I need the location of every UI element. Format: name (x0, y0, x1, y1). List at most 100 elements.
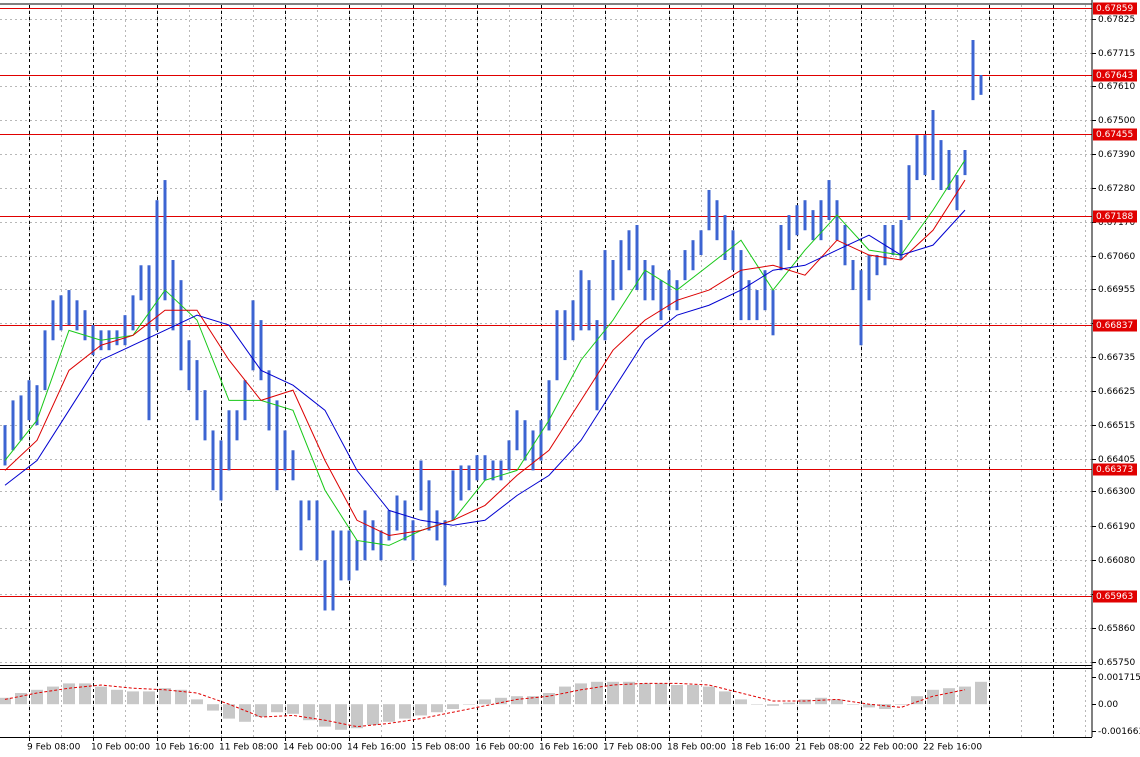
price-bar (187, 340, 191, 391)
y-tick-label: 0.67825 (1098, 15, 1135, 25)
price-bar (707, 189, 711, 231)
price-bar (867, 255, 871, 301)
price-bar (131, 295, 135, 331)
price-bar (779, 225, 783, 271)
price-bar (483, 455, 487, 481)
price-bar (531, 430, 535, 471)
osc-histogram (335, 704, 347, 730)
price-bar (611, 260, 615, 301)
price-bar (419, 460, 423, 511)
price-bar (947, 150, 951, 190)
price-bar (427, 480, 431, 531)
price-bar (811, 210, 815, 241)
price-bar (259, 320, 263, 381)
level-label: 0.67643 (1096, 71, 1133, 81)
osc-histogram (463, 704, 475, 705)
price-bar (795, 205, 799, 236)
price-bar (195, 360, 199, 421)
price-bar (251, 300, 255, 371)
x-tick-label: 14 Feb 16:00 (347, 743, 406, 753)
osc-histogram (767, 704, 779, 706)
price-bar (819, 200, 823, 241)
price-bar (59, 295, 63, 331)
price-bar (523, 420, 527, 461)
oscillator (0, 681, 987, 730)
osc-histogram (367, 704, 379, 725)
price-bar (859, 270, 863, 346)
osc-y-tick-label: -0.001663 (1098, 727, 1140, 737)
price-bar (699, 230, 703, 256)
osc-histogram (79, 683, 91, 705)
level-label: 0.67455 (1096, 130, 1133, 140)
level-label-box (1093, 463, 1137, 476)
osc-histogram (879, 704, 891, 709)
x-tick-label: 21 Feb 08:00 (795, 743, 854, 753)
price-bar (891, 225, 895, 256)
frame (0, 0, 1093, 738)
osc-histogram (207, 704, 219, 711)
price-bar (843, 225, 847, 266)
price-bar (971, 40, 975, 101)
osc-histogram (783, 702, 795, 705)
price-bar (835, 200, 839, 241)
osc-y-tick-label: 0.00 (1098, 700, 1118, 710)
x-tick-label: 16 Feb 00:00 (475, 743, 534, 753)
price-bar (803, 200, 807, 231)
price-bar (91, 325, 95, 356)
price-bar (451, 470, 455, 521)
osc-histogram (863, 704, 875, 708)
y-tick-label: 0.67280 (1098, 184, 1135, 194)
osc-histogram (559, 686, 571, 705)
osc-histogram (847, 704, 859, 705)
price-bar (347, 530, 351, 581)
osc-histogram (191, 699, 203, 705)
x-tick-label: 18 Feb 16:00 (731, 743, 790, 753)
price-bar (979, 75, 983, 95)
moving-average (4, 159, 966, 546)
price-bar (291, 450, 295, 481)
osc-histogram (543, 693, 555, 705)
price-bar (219, 440, 223, 501)
price-bar (355, 540, 359, 571)
price-bar (563, 310, 567, 361)
price-bar (235, 410, 239, 441)
osc-histogram (751, 704, 763, 705)
osc-histogram (639, 683, 651, 705)
price-bar (747, 280, 751, 321)
price-bar (491, 460, 495, 481)
osc-histogram (927, 689, 939, 705)
price-bar (851, 260, 855, 291)
y-tick-label: 0.67390 (1098, 150, 1135, 160)
x-tick-label: 22 Feb 00:00 (859, 743, 918, 753)
price-bar (147, 265, 151, 421)
osc-histogram (303, 704, 315, 721)
osc-histogram (895, 704, 907, 705)
level-label: 0.65963 (1096, 592, 1133, 602)
price-bar (643, 260, 647, 301)
osc-histogram (479, 699, 491, 705)
price-bar (171, 260, 175, 331)
osc-histogram (383, 704, 395, 722)
price-bar (907, 165, 911, 221)
osc-histogram (943, 688, 955, 705)
osc-histogram (815, 697, 827, 705)
price-bar (363, 510, 367, 561)
price-bar (547, 380, 551, 431)
osc-histogram (607, 681, 619, 705)
price-bar (539, 420, 543, 461)
price-bar (227, 410, 231, 471)
price-bar (931, 110, 935, 181)
osc-histogram (127, 691, 139, 705)
price-bar (35, 385, 39, 426)
osc-histogram (959, 686, 971, 705)
osc-histogram (351, 704, 363, 729)
level-label: 0.67859 (1096, 4, 1133, 14)
y-tick-label: 0.66515 (1098, 421, 1135, 431)
price-bar (315, 500, 319, 561)
osc-histogram (319, 704, 331, 727)
osc-histogram (255, 704, 267, 717)
osc-histogram (63, 683, 75, 705)
osc-histogram (415, 704, 427, 716)
price-bar (627, 230, 631, 271)
osc-histogram (271, 704, 283, 713)
